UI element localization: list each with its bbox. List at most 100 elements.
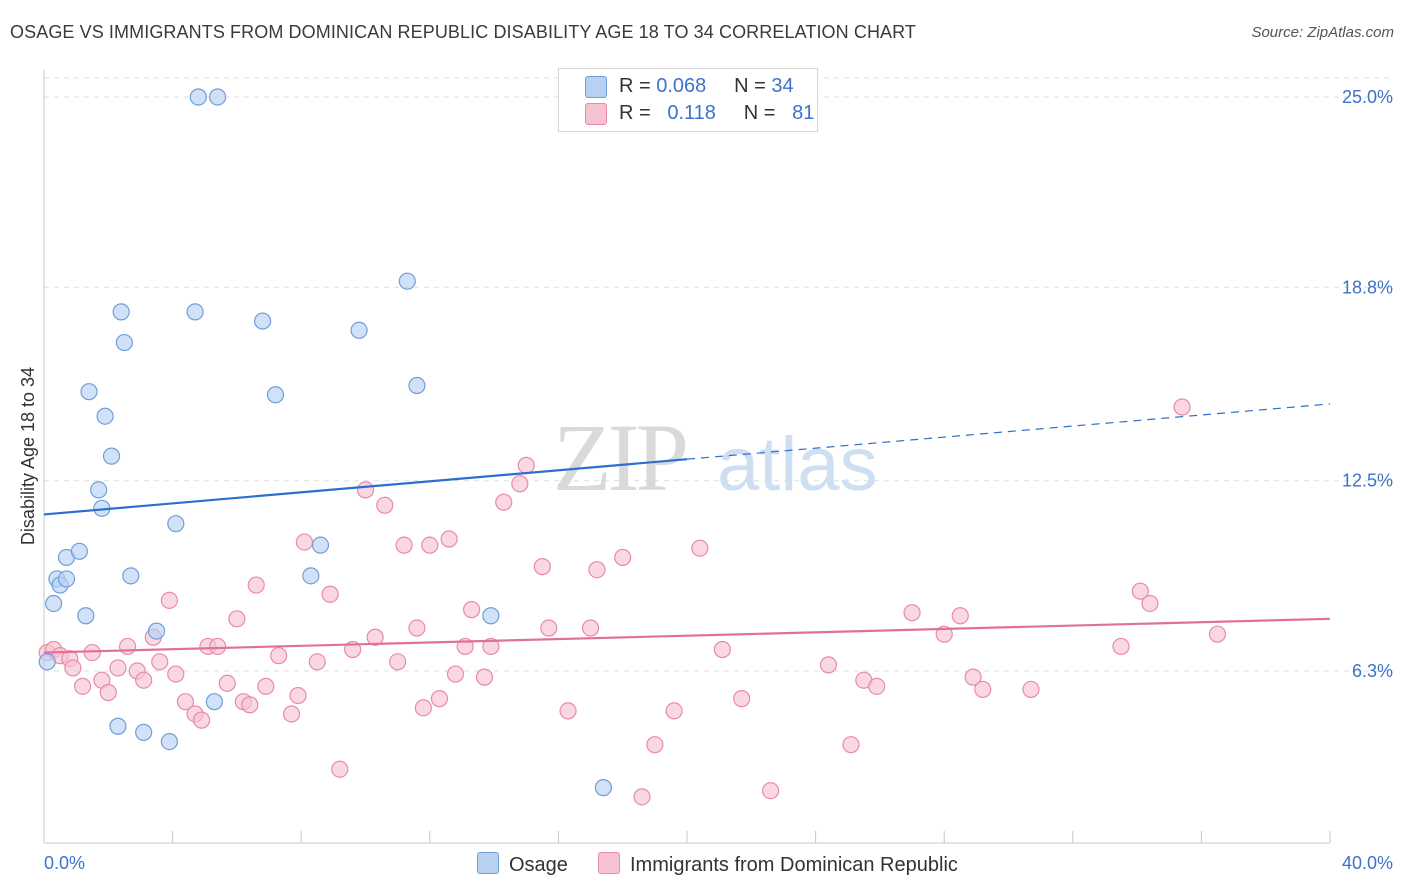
dominican-point — [356, 481, 375, 499]
dominican-point — [421, 536, 439, 554]
dominican-point — [974, 680, 992, 699]
osage-point — [189, 88, 207, 106]
chart-title: OSAGE VS IMMIGRANTS FROM DOMINICAN REPUB… — [10, 22, 917, 42]
dominican-point — [99, 683, 117, 702]
legend-n-value: 34 — [771, 75, 794, 97]
dominican-point — [495, 493, 513, 511]
dominican-point — [295, 533, 314, 551]
dominican-point — [1173, 398, 1191, 416]
dominican-point — [257, 677, 275, 695]
dominican-point — [241, 696, 259, 714]
dominican-point — [209, 637, 227, 656]
legend-swatch-osage — [585, 76, 607, 98]
dominican-point — [475, 668, 494, 686]
osage-point — [205, 693, 223, 711]
dominican-point — [83, 643, 101, 662]
bottom-legend-label-osage: Osage — [509, 854, 568, 876]
dominican-point — [1208, 625, 1227, 643]
osage-point — [311, 536, 330, 554]
osage-trend-line — [43, 458, 688, 516]
osage-point — [77, 607, 95, 625]
dominican-point — [581, 619, 600, 637]
legend-n-label: N = — [743, 102, 776, 124]
dominican-point — [118, 637, 137, 656]
osage-point — [80, 383, 98, 401]
osage-point — [90, 481, 108, 499]
legend-n-label: N = — [734, 75, 766, 97]
dominican-trend-line — [43, 617, 1331, 654]
dominican-point — [935, 625, 953, 643]
osage-point — [408, 376, 426, 395]
watermark-zip: ZIP — [553, 404, 686, 511]
legend-swatch-dominican — [585, 103, 607, 125]
data-points — [38, 88, 1227, 806]
dominican-point — [1112, 637, 1130, 656]
source-credit: Source: ZipAtlas.com — [1251, 24, 1394, 41]
osage-point — [302, 567, 320, 585]
dominican-point — [482, 637, 500, 656]
y-tick-label: 6.3% — [1352, 661, 1393, 681]
axes — [43, 70, 1331, 844]
dominican-point — [73, 677, 92, 695]
y-tick-label: 12.5% — [1342, 471, 1393, 491]
dominican-point — [951, 607, 969, 625]
dominican-point — [289, 686, 307, 705]
legend: R = 0.068 N = 34 R = 0.118 N = 81 — [558, 68, 818, 132]
dominican-point — [1022, 680, 1040, 699]
osage-point — [147, 622, 166, 640]
dominican-point — [192, 711, 211, 729]
osage-point — [45, 594, 63, 613]
osage-point — [209, 88, 227, 106]
dominican-point — [167, 665, 185, 683]
bottom-legend-osage: Osage — [477, 852, 568, 877]
dominican-point — [761, 782, 780, 800]
dominican-point — [964, 668, 982, 686]
osage-point — [96, 407, 114, 425]
dominican-point — [517, 456, 535, 474]
osage-point — [254, 312, 272, 330]
osage-point — [135, 723, 153, 741]
dominican-point — [588, 561, 606, 579]
dominican-point — [691, 539, 709, 557]
watermark-atlas: atlas — [717, 422, 878, 507]
dominican-point — [842, 736, 860, 754]
dominican-point — [540, 619, 558, 637]
dominican-point — [868, 677, 886, 695]
dominican-point — [135, 671, 153, 689]
osage-point — [115, 333, 133, 352]
osage-point — [167, 515, 185, 533]
dominican-point — [665, 702, 683, 720]
dominican-point — [151, 653, 169, 671]
dominican-point — [1131, 582, 1149, 600]
dominican-point — [646, 736, 664, 754]
x-tick-label: 0.0% — [44, 853, 85, 873]
dominican-point — [228, 610, 246, 628]
dominican-point — [247, 576, 265, 594]
osage-point — [112, 303, 130, 321]
bottom-legend-dominican: Immigrants from Dominican Republic — [598, 852, 958, 877]
dominican-point — [270, 647, 288, 665]
dominican-point — [430, 690, 449, 708]
dominican-point — [1141, 594, 1159, 613]
dominican-point — [176, 693, 195, 711]
dominican-point — [414, 699, 432, 717]
dominican-point — [733, 690, 751, 708]
legend-n-value: 81 — [792, 102, 815, 124]
osage-point — [57, 570, 76, 588]
x-tick-label: 40.0% — [1342, 853, 1393, 873]
osage-point — [398, 272, 416, 290]
dominican-point — [331, 760, 349, 778]
dominican-point — [64, 659, 82, 677]
osage-point — [186, 303, 204, 321]
osage-point — [109, 717, 127, 735]
watermark: ZIP atlas — [553, 404, 878, 511]
dominican-point — [559, 702, 577, 720]
dominican-point — [903, 604, 921, 622]
dominican-point — [308, 653, 326, 671]
dominican-point — [395, 536, 413, 554]
dominican-point — [389, 653, 407, 671]
dominican-point — [462, 601, 481, 619]
osage-point — [102, 447, 121, 465]
bottom-legend-swatch-osage — [477, 852, 499, 874]
